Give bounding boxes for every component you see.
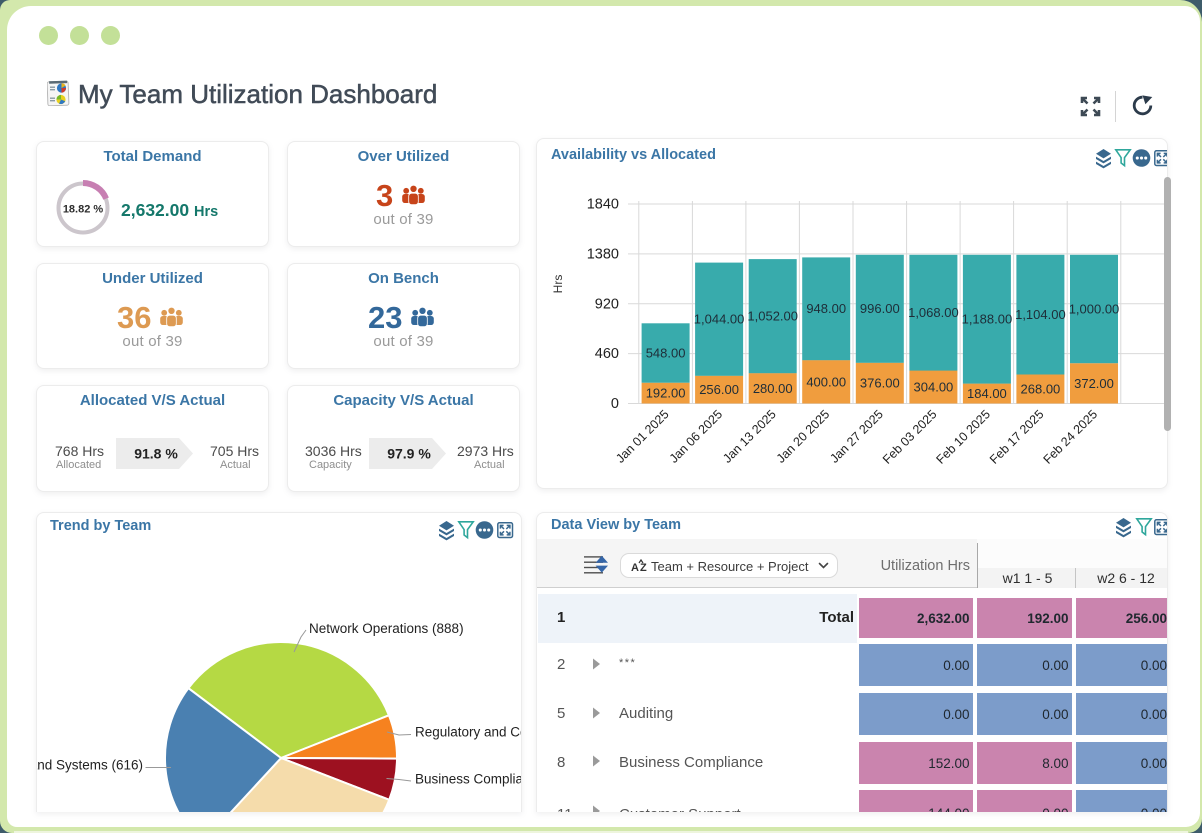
svg-text:97.9 %: 97.9 % [387, 446, 431, 462]
svg-text:Feb 24 2025: Feb 24 2025 [1041, 407, 1101, 467]
svg-text:Business Compliance (152): Business Compliance (152) [415, 772, 522, 787]
svg-text:Jan 01 2025: Jan 01 2025 [613, 407, 672, 466]
svg-text:and Systems (616): and Systems (616) [37, 758, 143, 773]
svg-text:Hrs: Hrs [551, 275, 565, 294]
svg-text:1,188.00: 1,188.00 [962, 312, 1013, 327]
svg-text:18.82 %: 18.82 % [63, 204, 104, 216]
svg-text:1,104.00: 1,104.00 [1015, 307, 1066, 322]
svg-text:91.8 %: 91.8 % [134, 446, 178, 462]
svg-text:1840: 1840 [587, 197, 619, 213]
svg-text:1380: 1380 [587, 246, 619, 262]
svg-text:Jan 27 2025: Jan 27 2025 [827, 407, 886, 466]
svg-text:1,068.00: 1,068.00 [908, 305, 959, 320]
svg-text:192.00: 192.00 [646, 386, 686, 401]
svg-text:372.00: 372.00 [1074, 376, 1114, 391]
svg-text:Jan 20 2025: Jan 20 2025 [774, 407, 833, 466]
svg-text:Jan 13 2025: Jan 13 2025 [720, 407, 779, 466]
svg-text:Feb 03 2025: Feb 03 2025 [880, 407, 940, 467]
svg-text:460: 460 [595, 346, 619, 362]
svg-text:Feb 10 2025: Feb 10 2025 [933, 407, 993, 467]
svg-text:Z: Z [640, 562, 647, 574]
svg-text:Feb 17 2025: Feb 17 2025 [987, 407, 1047, 467]
svg-text:1,000.00: 1,000.00 [1069, 302, 1120, 317]
svg-text:184.00: 184.00 [967, 386, 1007, 401]
svg-text:Network Operations (888): Network Operations (888) [309, 621, 464, 636]
svg-text:1,044.00: 1,044.00 [694, 312, 745, 327]
svg-text:920: 920 [595, 296, 619, 312]
svg-text:548.00: 548.00 [646, 346, 686, 361]
svg-text:268.00: 268.00 [1021, 382, 1061, 397]
svg-text:280.00: 280.00 [753, 381, 793, 396]
svg-text:400.00: 400.00 [806, 374, 846, 389]
svg-text:A: A [631, 562, 639, 574]
svg-text:948.00: 948.00 [806, 301, 846, 316]
svg-text:304.00: 304.00 [914, 380, 954, 395]
svg-text:0: 0 [611, 396, 619, 412]
svg-text:1,052.00: 1,052.00 [747, 309, 798, 324]
svg-text:Regulatory and Compliance (160: Regulatory and Compliance (160) [415, 725, 522, 740]
svg-text:376.00: 376.00 [860, 376, 900, 391]
svg-text:Jan 06 2025: Jan 06 2025 [667, 407, 726, 466]
svg-text:996.00: 996.00 [860, 301, 900, 316]
svg-text:256.00: 256.00 [699, 382, 739, 397]
